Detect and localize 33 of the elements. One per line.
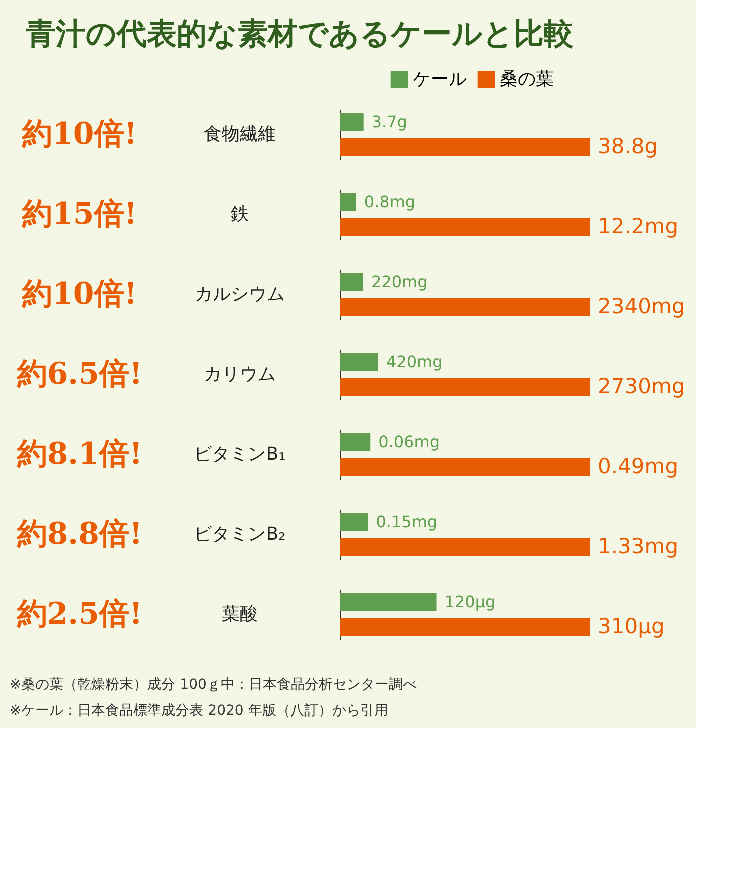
data-label: 0.06mg <box>378 432 440 452</box>
text: 約10倍! <box>22 117 138 152</box>
category-label: 鉄 <box>231 204 249 225</box>
category-label: カルシウム <box>195 284 285 305</box>
legend-label: 桑の葉 <box>500 68 554 90</box>
data-label: 420mg <box>386 352 443 372</box>
data-label: 0.49mg <box>598 454 679 478</box>
text: 約6.5倍! <box>16 357 143 392</box>
text: ※桑の葉（乾燥粉末）成分 100ｇ中：日本食品分析センター調べ <box>10 677 417 693</box>
category-label: 葉酸 <box>222 604 258 625</box>
category-label: カリウム <box>204 364 276 385</box>
data-label: 12.2mg <box>598 214 679 238</box>
category-label: ビタミンB₁ <box>194 444 286 465</box>
legend-label: ケール <box>413 68 467 90</box>
data-label: 220mg <box>372 272 428 292</box>
category-label: 食物繊維 <box>204 124 276 145</box>
data-label: 1.33mg <box>598 534 679 558</box>
text: 約8.8倍! <box>16 517 143 552</box>
data-label: 310μg <box>598 614 665 638</box>
category-label: ビタミンB₂ <box>194 524 286 545</box>
data-label: 2730mg <box>598 374 686 398</box>
text: 約10倍! <box>22 277 138 312</box>
data-label: 2340mg <box>598 294 686 318</box>
data-label: 3.7g <box>372 112 408 132</box>
chart-title: 青汁の代表的な素材であるケールと比較 <box>25 17 574 52</box>
text: 約8.1倍! <box>16 437 143 472</box>
data-label: 0.15mg <box>376 512 438 532</box>
data-label: 120μg <box>444 592 496 612</box>
text: ※ケール：日本食品標準成分表 2020 年版（八訂）から引用 <box>10 703 388 719</box>
text: 約2.5倍! <box>16 597 143 632</box>
data-label: 38.8g <box>598 134 658 158</box>
text: 約15倍! <box>22 197 138 232</box>
data-label: 0.8mg <box>364 192 416 212</box>
